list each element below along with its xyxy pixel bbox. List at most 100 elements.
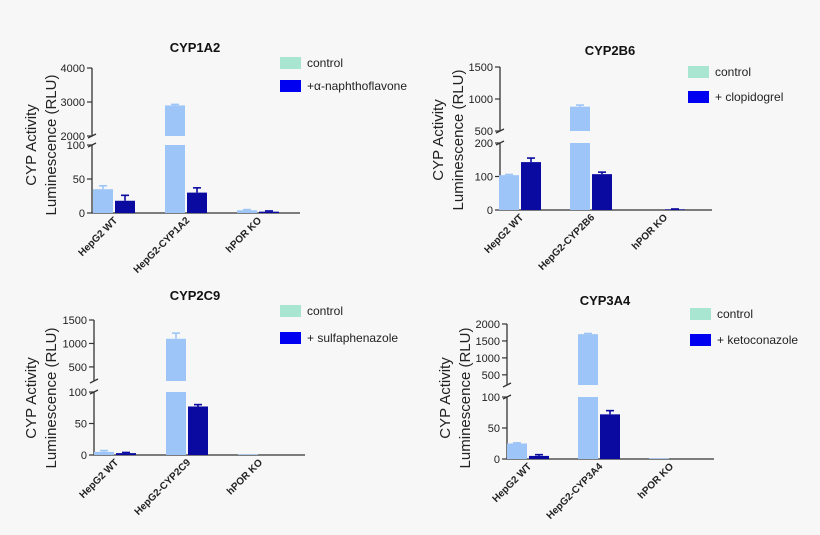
y-tick-label: 4000 — [61, 63, 85, 75]
bar — [600, 414, 620, 459]
legend-swatch — [280, 305, 301, 317]
y-tick-label: 100 — [475, 172, 493, 184]
y-axis-label-line: CYP Activity — [437, 357, 454, 439]
bar — [93, 189, 113, 213]
bar — [165, 105, 185, 136]
y-tick-label: 0 — [81, 450, 87, 462]
x-tick-label: HepG2-CYP2B6 — [537, 212, 598, 273]
y-tick-label: 200 — [475, 138, 493, 150]
y-tick-label: 100 — [69, 387, 87, 399]
bar — [116, 453, 136, 455]
y-tick-label: 0 — [79, 208, 85, 220]
y-tick-label: 1500 — [63, 315, 87, 327]
y-tick-label: 1000 — [476, 353, 500, 365]
chart-cyp2c9: CYP2C9 CYP Activity Luminescence (RLU) 0 50 1… — [23, 288, 398, 518]
bar — [94, 451, 114, 455]
legend-swatch — [688, 66, 709, 78]
bar — [166, 338, 186, 381]
y-tick-label: 50 — [75, 419, 87, 431]
y-tick-label: 1500 — [469, 62, 493, 74]
y-tick-label: 500 — [482, 370, 500, 382]
legend-swatch — [280, 80, 301, 92]
x-tick-label: hPOR KO — [224, 215, 264, 255]
y-tick-label: 2000 — [476, 319, 500, 331]
legend-label: + ketoconazole — [717, 333, 798, 347]
bar — [237, 210, 257, 213]
y-axis-label-line: Luminescence (RLU) — [450, 70, 467, 211]
y-tick-label: 100 — [482, 392, 500, 404]
bar — [499, 175, 519, 210]
chart-cyp3a4: CYP3A4 CYP Activity Luminescence (RLU) 0 50 1… — [437, 293, 798, 522]
y-axis-label-line: Luminescence (RLU) — [43, 75, 60, 216]
legend-swatch — [280, 57, 301, 69]
y-tick-label: 2000 — [61, 131, 85, 143]
bar — [187, 192, 207, 213]
bar — [578, 334, 598, 385]
x-tick-label: HepG2-CYP2C9 — [133, 457, 194, 518]
legend-label: + sulfaphenazole — [307, 331, 398, 345]
bar — [578, 397, 598, 459]
y-tick-label: 3000 — [61, 97, 85, 109]
chart-title: CYP3A4 — [580, 293, 631, 308]
x-tick-label: hPOR KO — [636, 461, 676, 501]
y-tick-label: 500 — [69, 362, 87, 374]
x-tick-label: HepG2-CYP1A2 — [132, 215, 193, 276]
chart-title: CYP1A2 — [170, 40, 221, 55]
y-axis-label-line: Luminescence (RLU) — [457, 328, 474, 469]
x-tick-label: HepG2-CYP3A4 — [545, 461, 606, 522]
bar — [188, 406, 208, 455]
y-tick-label: 1000 — [63, 338, 87, 350]
x-tick-label: HepG2 WT — [77, 215, 121, 259]
chart-cyp1a2: CYP1A2 CYP Activity Luminescence (RLU) 0 50 1… — [23, 40, 407, 276]
y-axis-label-line: CYP Activity — [23, 357, 40, 439]
y-axis-label: CYP Activity Luminescence (RLU) — [23, 75, 60, 216]
x-tick-label: HepG2 WT — [78, 457, 122, 501]
legend-label: control — [715, 65, 751, 79]
chart-title: CYP2B6 — [585, 43, 636, 58]
bar — [115, 200, 135, 213]
chart-title: CYP2C9 — [170, 288, 221, 303]
bar — [165, 145, 185, 213]
bar — [570, 106, 590, 131]
x-tick-label: HepG2 WT — [491, 461, 535, 505]
legend-swatch — [280, 332, 301, 344]
bar — [570, 143, 590, 210]
x-tick-label: HepG2 WT — [483, 212, 527, 256]
legend-label: + clopidogrel — [715, 90, 783, 104]
y-axis-label-line: CYP Activity — [430, 99, 447, 181]
legend-swatch — [690, 308, 711, 320]
legend-label: control — [307, 56, 343, 70]
y-tick-label: 50 — [73, 174, 85, 186]
y-axis-label-line: CYP Activity — [23, 104, 40, 186]
y-tick-label: 0 — [494, 454, 500, 466]
bar — [649, 458, 669, 459]
axis-break-mark — [502, 382, 512, 388]
y-axis-label: CYP Activity Luminescence (RLU) — [23, 328, 60, 469]
y-axis-label: CYP Activity Luminescence (RLU) — [430, 70, 467, 211]
axis-break-mark — [89, 378, 99, 384]
bar — [507, 443, 527, 459]
legend-label: +α-naphthoflavone — [307, 79, 407, 93]
bar — [259, 211, 279, 213]
y-tick-label: 500 — [475, 126, 493, 138]
y-axis-label: CYP Activity Luminescence (RLU) — [437, 328, 474, 469]
y-axis-label-line: Luminescence (RLU) — [43, 328, 60, 469]
y-tick-label: 50 — [488, 423, 500, 435]
legend-label: control — [717, 307, 753, 321]
bar — [166, 392, 186, 455]
y-tick-label: 100 — [67, 140, 85, 152]
y-tick-label: 1500 — [476, 336, 500, 348]
x-tick-label: hPOR KO — [630, 212, 670, 252]
legend-swatch — [688, 91, 709, 103]
bar — [592, 174, 612, 210]
y-tick-label: 1000 — [469, 94, 493, 106]
bar — [238, 454, 258, 455]
legend-swatch — [690, 334, 711, 346]
bar — [529, 455, 549, 459]
y-tick-label: 0 — [487, 205, 493, 217]
x-tick-label: hPOR KO — [225, 457, 265, 497]
bar — [521, 162, 541, 210]
legend-label: control — [307, 304, 343, 318]
chart-cyp2b6: CYP2B6 CYP Activity Luminescence (RLU) 0 100… — [430, 43, 783, 273]
